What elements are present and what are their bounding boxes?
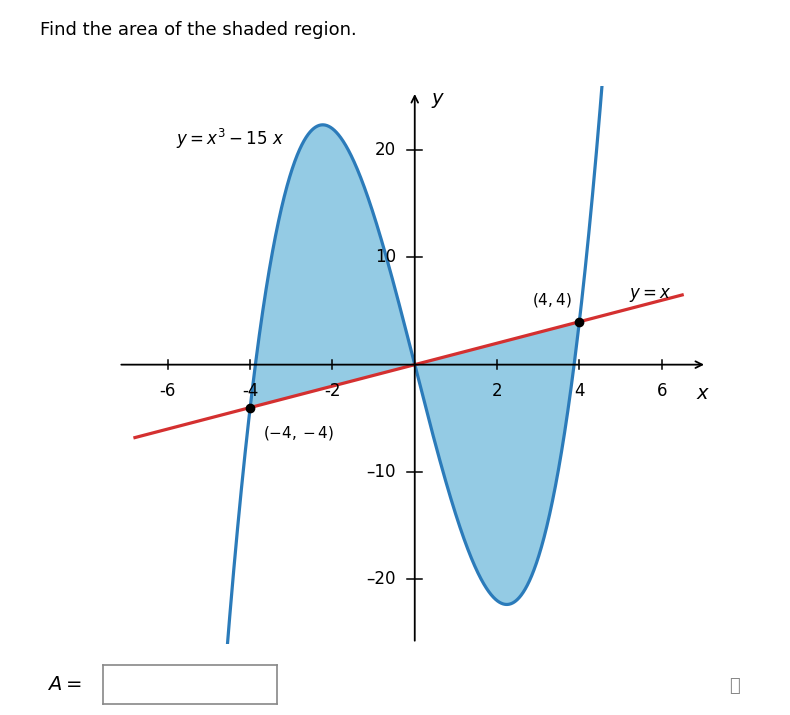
Text: 2: 2: [491, 382, 502, 400]
Text: $x$: $x$: [696, 384, 710, 403]
Text: 4: 4: [574, 382, 585, 400]
Text: ⓘ: ⓘ: [729, 677, 740, 696]
Text: $y = x$: $y = x$: [629, 286, 672, 304]
Text: Find the area of the shaded region.: Find the area of the shaded region.: [40, 21, 356, 39]
Text: $(-4, -4)$: $(-4, -4)$: [262, 423, 333, 442]
Text: 10: 10: [375, 248, 397, 267]
Text: 20: 20: [375, 141, 397, 159]
Text: $y = x^3 - 15\ x$: $y = x^3 - 15\ x$: [176, 127, 284, 152]
Text: -6: -6: [160, 382, 176, 400]
Text: -4: -4: [242, 382, 258, 400]
Text: -2: -2: [324, 382, 340, 400]
Text: $A =$: $A =$: [47, 676, 82, 694]
Text: $y$: $y$: [431, 91, 446, 110]
Text: $(4, 4)$: $(4, 4)$: [532, 291, 572, 309]
Text: –20: –20: [367, 570, 397, 588]
Text: –10: –10: [367, 463, 397, 481]
Text: 6: 6: [656, 382, 667, 400]
